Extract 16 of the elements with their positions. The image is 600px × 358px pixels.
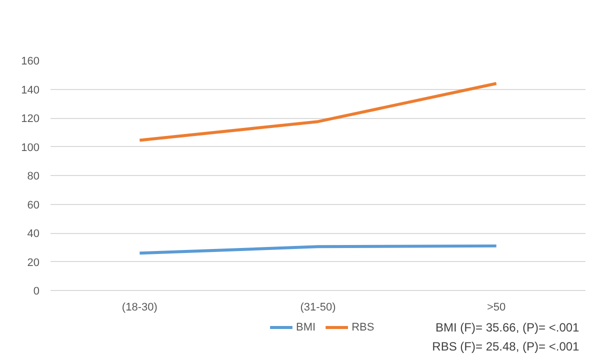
text: BMI (F)= 35.66, (P)= <.001	[435, 320, 580, 334]
x-tick-label: >50	[487, 302, 506, 314]
legend-label: BMI	[296, 322, 316, 334]
y-tick-label: 100	[21, 142, 40, 154]
y-tick-label: 120	[21, 113, 40, 125]
y-tick-label: 80	[27, 170, 40, 182]
text: RBS (F)= 25.48, (P)= <.001	[432, 340, 580, 354]
y-tick-label: 0	[33, 286, 40, 298]
legend-label: RBS	[352, 322, 374, 334]
y-tick-label: 60	[27, 199, 40, 212]
y-tick-label: 40	[27, 228, 40, 240]
y-tick-label: 160	[21, 56, 40, 68]
y-tick-label: 20	[27, 256, 40, 269]
y-tick-label: 140	[21, 84, 40, 96]
x-tick-label: (31-50)	[300, 302, 336, 314]
x-tick-label: (18-30)	[122, 302, 158, 314]
